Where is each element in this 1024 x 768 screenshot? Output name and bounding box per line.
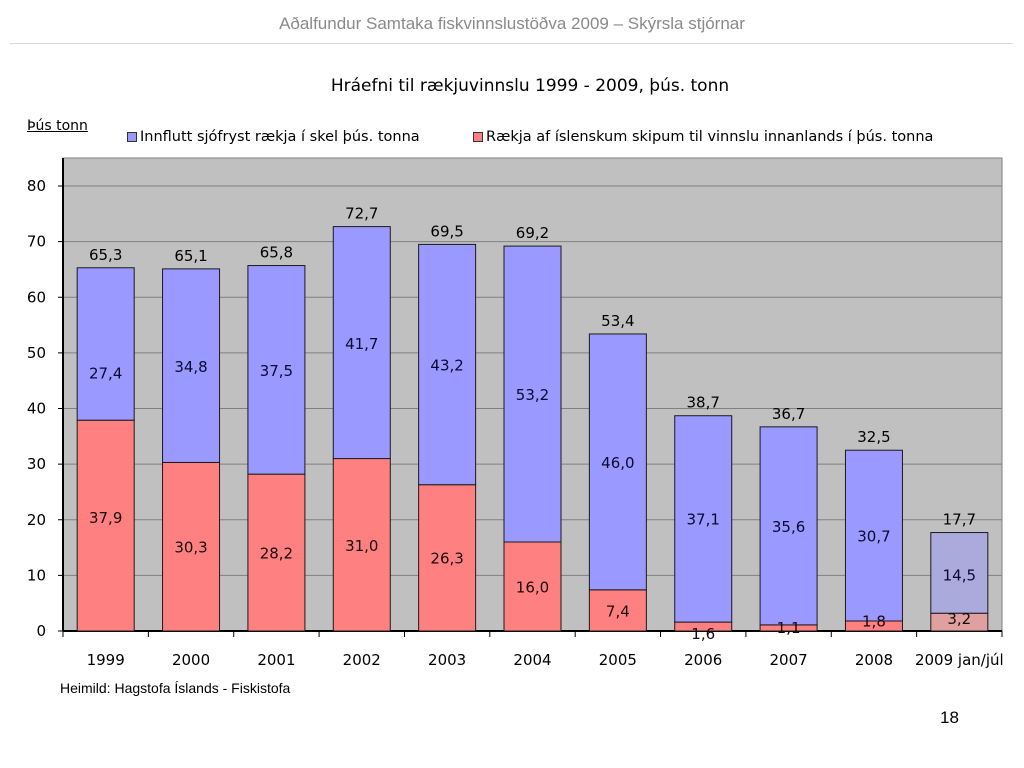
- bar-segment-imported: [588, 333, 647, 591]
- data-label-domestic: 16,0: [516, 579, 549, 597]
- bar-segment-imported: [76, 267, 135, 421]
- x-tick-label: 1999: [87, 651, 125, 669]
- data-label-domestic: 26,3: [430, 550, 463, 568]
- x-tick-label: 2005: [599, 651, 637, 669]
- y-tick-label: 30: [27, 455, 46, 473]
- x-tick-label: 2007: [769, 651, 807, 669]
- data-label-total: 65,1: [174, 247, 207, 265]
- data-label-domestic: 1,6: [691, 625, 715, 643]
- legend-item-imported: Innflutt sjófryst rækja í skel þús. tonn…: [127, 129, 420, 145]
- bar-segment-imported: [503, 245, 562, 543]
- y-tick-label: 80: [27, 177, 46, 195]
- y-tick-label: 10: [27, 566, 46, 584]
- data-label-total: 65,3: [89, 246, 122, 264]
- data-label-total: 38,7: [687, 394, 720, 412]
- data-label-total: 69,2: [516, 224, 549, 242]
- bar-segment-domestic: [332, 458, 391, 632]
- x-tick-label: 2002: [343, 651, 381, 669]
- data-label-imported: 14,5: [943, 566, 976, 584]
- bar-segment-imported: [418, 243, 477, 486]
- source-note: Heimild: Hagstofa Íslands - Fiskistofa: [60, 680, 291, 696]
- data-label-total: 65,8: [260, 244, 293, 262]
- bar-segment-imported: [162, 268, 221, 463]
- bar-segment-domestic: [418, 484, 477, 632]
- data-label-imported: 53,2: [516, 386, 549, 404]
- x-tick-label: 2001: [257, 651, 295, 669]
- data-label-imported: 41,7: [345, 335, 378, 353]
- bar-segment-domestic: [76, 419, 135, 632]
- legend-swatch-domestic: [473, 132, 483, 142]
- slide-header: Aðalfundur Samtaka fiskvinnslustöðva 200…: [279, 14, 745, 33]
- data-label-total: 32,5: [857, 428, 890, 446]
- bar-segment-domestic: [162, 461, 221, 632]
- data-label-total: 69,5: [430, 222, 463, 240]
- data-label-domestic: 37,9: [89, 509, 122, 527]
- legend-swatch-imported: [127, 132, 137, 142]
- data-label-total: 53,4: [601, 312, 634, 330]
- data-label-domestic: 3,2: [947, 610, 971, 628]
- x-tick-label: 2003: [428, 651, 466, 669]
- bar-segment-imported: [332, 226, 391, 460]
- chart-title: Hráefni til rækjuvinnslu 1999 - 2009, þú…: [330, 76, 730, 96]
- y-tick-label: 0: [36, 622, 46, 640]
- bar-segment-imported: [930, 532, 989, 614]
- data-label-imported: 30,7: [857, 528, 890, 546]
- data-label-domestic: 1,1: [777, 619, 801, 637]
- data-label-total: 17,7: [943, 511, 976, 529]
- x-tick-label: 2008: [855, 651, 893, 669]
- data-label-imported: 46,0: [601, 454, 634, 472]
- bar-segment-imported: [759, 426, 818, 626]
- x-tick-label: 2006: [684, 651, 722, 669]
- y-axis-unit-label: Þús tonn: [27, 118, 88, 134]
- y-tick-label: 20: [27, 511, 46, 529]
- bar-segment-domestic: [503, 541, 562, 632]
- x-tick-label: 2009 jan/júl: [915, 651, 1004, 669]
- data-label-imported: 37,1: [687, 511, 720, 529]
- y-tick-label: 50: [27, 344, 46, 362]
- data-label-imported: 27,4: [89, 364, 122, 382]
- y-tick-label: 40: [27, 400, 46, 418]
- legend-item-domestic: Rækja af íslenskum skipum til vinnslu in…: [473, 129, 933, 145]
- data-label-imported: 35,6: [772, 518, 805, 536]
- data-label-domestic: 1,8: [862, 612, 886, 630]
- legend-label-domestic: Rækja af íslenskum skipum til vinnslu in…: [486, 129, 934, 145]
- data-label-imported: 34,8: [174, 358, 207, 376]
- legend-label-imported: Innflutt sjófryst rækja í skel þús. tonn…: [140, 129, 420, 145]
- x-tick-label: 2004: [513, 651, 551, 669]
- page-number: 18: [940, 708, 959, 727]
- header-divider: [10, 43, 1013, 44]
- data-label-imported: 37,5: [260, 362, 293, 380]
- data-label-domestic: 31,0: [345, 537, 378, 555]
- data-label-total: 72,7: [345, 205, 378, 223]
- bar-segment-imported: [844, 449, 903, 622]
- y-tick-label: 70: [27, 233, 46, 251]
- data-label-domestic: 7,4: [606, 602, 630, 620]
- bar-segment-imported: [674, 415, 733, 623]
- data-label-imported: 43,2: [430, 357, 463, 375]
- bar-segment-domestic: [588, 589, 647, 632]
- y-tick-label: 60: [27, 288, 46, 306]
- x-tick-label: 2000: [172, 651, 210, 669]
- bar-segment-imported: [247, 265, 306, 475]
- data-label-domestic: 30,3: [174, 538, 207, 556]
- data-label-domestic: 28,2: [260, 545, 293, 563]
- data-label-total: 36,7: [772, 405, 805, 423]
